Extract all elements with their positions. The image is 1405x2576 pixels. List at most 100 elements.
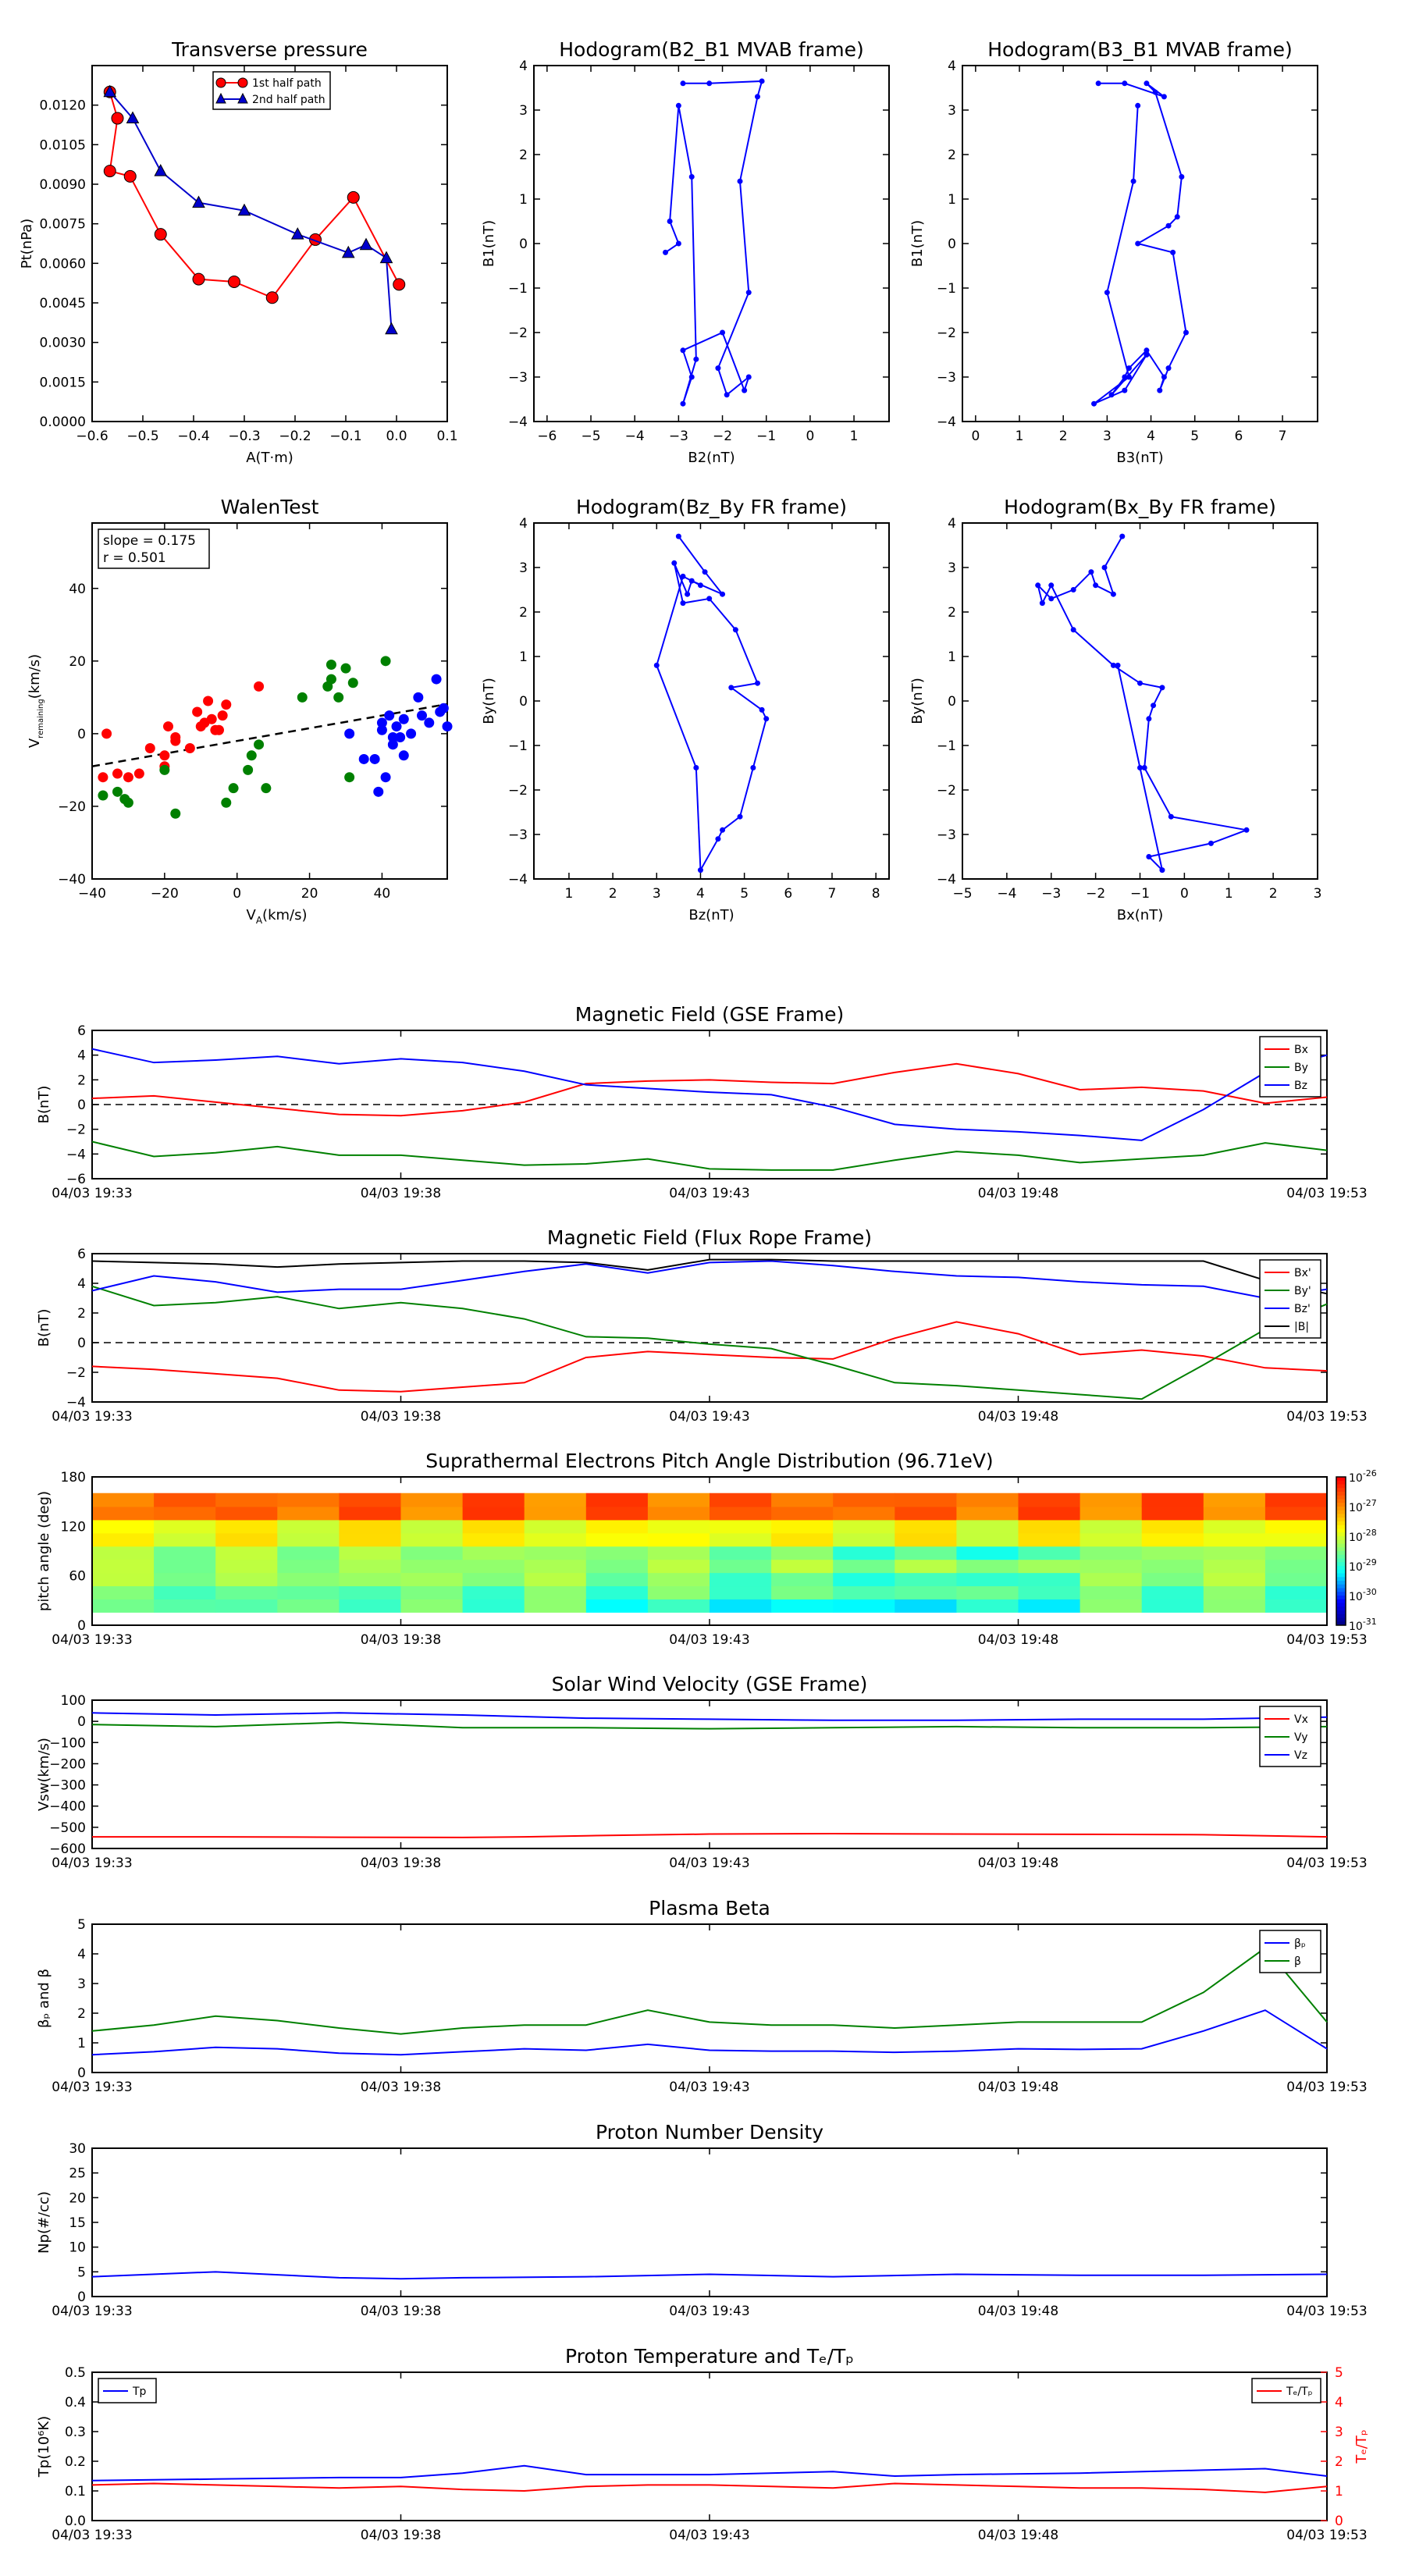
data-point [1137, 680, 1143, 686]
heatmap-cell [1264, 1559, 1328, 1574]
colorbar-segment [1336, 1599, 1346, 1603]
heatmap-cell [1018, 1572, 1081, 1587]
heatmap-cell [339, 1572, 401, 1587]
data-point [680, 600, 686, 607]
heatmap-cell [1018, 1532, 1081, 1547]
chart-legend: Bx' By' Bz' |B| [1259, 1259, 1321, 1339]
data-point [398, 750, 409, 761]
heatmap-cell [1203, 1546, 1266, 1560]
y-tick-label: 120 [61, 1519, 86, 1535]
x-tick-label: −40 [78, 886, 106, 902]
heatmap-cell [833, 1546, 895, 1560]
colorbar-label-exp: -31 [1363, 1617, 1377, 1627]
y-tick-label: 0 [519, 694, 528, 710]
heatmap-cell [215, 1519, 278, 1534]
heatmap-cell [833, 1585, 895, 1599]
data-point [290, 227, 304, 240]
chart-title: Proton Number Density [596, 2121, 823, 2144]
heatmap-cell [92, 1572, 155, 1587]
data-point [1208, 840, 1214, 846]
data-point [379, 251, 393, 264]
colorbar-segment [1336, 1528, 1346, 1533]
series-line-1 [91, 1285, 1328, 1400]
x-axis-label: VA(km/s) [247, 907, 308, 926]
chart-vsw: Solar Wind Velocity (GSE Frame) 04/03 19:… [36, 1673, 1368, 1871]
x-tick-label: 0.0 [386, 429, 407, 444]
colorbar-segment [1336, 1517, 1346, 1522]
colorbar-segment [1336, 1596, 1346, 1600]
x-tick-label: −0.1 [329, 429, 361, 444]
data-point [667, 219, 673, 224]
data-point [688, 374, 695, 380]
colorbar-segment [1336, 1547, 1346, 1552]
heatmap-cell [710, 1532, 772, 1547]
y-tick-label: −2 [937, 783, 956, 799]
colorbar-segment [1336, 1621, 1346, 1626]
colorbar-label: 10-29 [1349, 1557, 1377, 1574]
heatmap-cell [585, 1519, 649, 1534]
data-point [754, 94, 760, 100]
heatmap-cell [277, 1493, 340, 1507]
data-point [763, 716, 770, 722]
data-point [159, 750, 170, 761]
data-point [133, 768, 144, 779]
data-point [728, 685, 735, 691]
heatmap-cell [339, 1599, 401, 1613]
heatmap-cell [1264, 1546, 1328, 1560]
y-axis-label-unit: (km/s) [27, 654, 43, 699]
colorbar-segment [1336, 1480, 1346, 1485]
y-axis-label: βₚ and β [36, 1969, 52, 2028]
y-tick-label: 0.2 [65, 2454, 86, 2470]
heatmap-cell [585, 1559, 649, 1574]
data-point [413, 692, 424, 703]
heatmap-cell [647, 1585, 710, 1599]
x-tick-label: 5 [740, 886, 749, 902]
heatmap-cell [462, 1546, 525, 1560]
heatmap-cell [400, 1599, 464, 1613]
data-point [680, 80, 686, 87]
x-tick-label: 0 [806, 429, 814, 444]
chart-walen: WalenTest −40 −20 0 20 40 −40 −20 0 20 40 slope = 0… [27, 496, 453, 926]
y-tick-label: 2 [519, 148, 528, 163]
y-tick-label: 1 [948, 649, 956, 665]
heatmap-cell [339, 1519, 401, 1534]
data-point [680, 573, 686, 579]
heatmap-cell [1018, 1506, 1081, 1521]
heatmap-cell [1141, 1572, 1204, 1587]
y-tick-label: 30 [69, 2141, 86, 2157]
y-tick-label: 0.0060 [40, 256, 86, 272]
heatmap-cell [524, 1559, 587, 1574]
heatmap-cell [524, 1519, 587, 1534]
heatmap-cell [1264, 1532, 1328, 1547]
colorbar-segment [1336, 1558, 1346, 1563]
chart-np: Proton Number Density 04/03 19:33 04/03 19… [36, 2121, 1368, 2319]
colorbar-segment [1336, 1577, 1346, 1582]
heatmap-cell [339, 1559, 401, 1574]
y-tick-label: 3 [948, 560, 956, 576]
x-tick-label: −4 [997, 886, 1016, 902]
data-point [1122, 374, 1128, 380]
plot-frame [962, 522, 1318, 880]
y-axis-label-sub: remaining [37, 699, 45, 738]
y-tick-label: −1 [508, 738, 528, 754]
heatmap-cell [895, 1585, 957, 1599]
heatmap-cell [154, 1559, 216, 1574]
x-tick-label: 7 [1279, 429, 1287, 444]
heatmap-cell [647, 1559, 710, 1574]
data-point [347, 190, 360, 204]
heatmap-cell [154, 1585, 216, 1599]
data-point [1126, 374, 1132, 380]
heatmap-cell [462, 1572, 525, 1587]
data-point [675, 240, 681, 247]
data-point [424, 717, 435, 728]
heatmap-cell [462, 1599, 525, 1613]
x-tick-label: −0.2 [279, 429, 311, 444]
legend-label: Tₑ/Tₚ [1286, 2386, 1313, 2398]
heatmap-cell [154, 1546, 216, 1560]
heatmap-cell [92, 1599, 155, 1613]
y-right-tick-label: 3 [1335, 2425, 1343, 2440]
y-tick-label: 2 [77, 1306, 86, 1322]
colorbar-label: 10-26 [1349, 1468, 1377, 1485]
x-tick-label: −0.3 [228, 429, 260, 444]
x-tick-label: 04/03 19:33 [52, 2304, 132, 2319]
